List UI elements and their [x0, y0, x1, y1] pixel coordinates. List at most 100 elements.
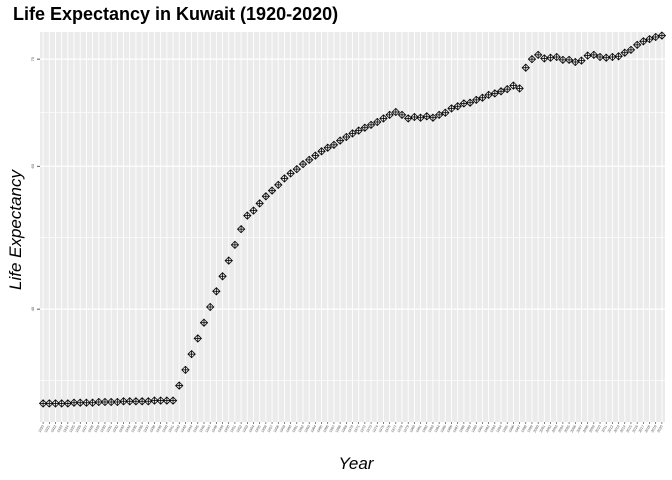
x-tick-label: 1971 [353, 424, 360, 433]
grid-lines [40, 32, 665, 422]
data-point [564, 55, 574, 65]
x-tick-label: 1959 [279, 424, 286, 433]
data-point [267, 186, 277, 195]
data-point [478, 93, 487, 102]
x-tick-label: 1989 [465, 424, 472, 433]
x-tick-label: 1999 [526, 424, 533, 433]
x-tick-label: 1991 [477, 424, 484, 433]
x-tick-label: 1931 [106, 424, 113, 433]
data-point [540, 54, 549, 63]
data-point [583, 51, 592, 60]
x-tick-label: 1985 [440, 424, 447, 433]
data-point [595, 52, 605, 62]
x-axis-title: Year [338, 454, 374, 473]
data-point [434, 110, 444, 120]
data-point [366, 120, 376, 130]
data-point [422, 112, 431, 121]
data-point [218, 272, 227, 281]
x-tick-label: 1941 [168, 424, 175, 433]
x-axis-ticks: 1920192119221923192419251926192719281929… [38, 422, 664, 433]
data-point [509, 81, 518, 90]
data-point [533, 50, 543, 60]
data-point [187, 349, 196, 359]
x-tick-label: 1976 [384, 424, 391, 433]
x-tick-label: 1927 [81, 424, 88, 433]
data-point [224, 256, 233, 265]
data-point [503, 84, 512, 94]
data-point [546, 53, 555, 62]
x-tick-label: 1929 [93, 424, 100, 433]
data-point [274, 180, 283, 190]
data-point [199, 318, 209, 327]
data-point [280, 174, 289, 183]
x-tick-label: 1997 [514, 424, 521, 433]
data-point [465, 98, 475, 107]
x-tick-label: 2016 [632, 424, 639, 433]
data-point [88, 398, 97, 407]
data-point [459, 99, 469, 108]
data-point [360, 123, 370, 132]
x-tick-label: 1954 [248, 424, 255, 433]
x-tick-label: 1986 [446, 424, 453, 433]
x-tick-label: 1994 [496, 424, 503, 433]
x-tick-label: 1996 [508, 424, 515, 433]
x-tick-label: 1981 [415, 424, 422, 433]
x-tick-label: 1961 [291, 424, 298, 433]
data-point [236, 224, 246, 234]
x-tick-label: 1978 [397, 424, 404, 433]
y-tick-label: 60 [30, 163, 35, 168]
x-tick-label: 1933 [118, 424, 125, 433]
data-point [527, 54, 537, 64]
x-tick-label: 1937 [143, 424, 150, 433]
data-point [193, 334, 202, 343]
x-tick-label: 1958 [273, 424, 280, 433]
x-tick-label: 1930 [99, 424, 106, 433]
x-tick-label: 1940 [161, 424, 168, 433]
chart-title: Life Expectancy in Kuwait (1920-2020) [13, 4, 339, 24]
data-point [472, 95, 481, 105]
data-point [626, 45, 636, 55]
x-tick-label: 1987 [452, 424, 459, 433]
data-point [323, 143, 332, 152]
x-tick-label: 1935 [130, 424, 137, 433]
data-point [373, 117, 382, 127]
x-tick-label: 1960 [285, 424, 292, 433]
x-tick-label: 1939 [155, 424, 162, 433]
x-tick-label: 1947 [205, 424, 212, 433]
data-point [255, 199, 264, 208]
x-tick-label: 2011 [601, 424, 608, 433]
data-point [249, 206, 258, 215]
x-tick-label: 2000 [533, 424, 540, 433]
data-point [261, 192, 271, 201]
x-tick-label: 1946 [198, 424, 205, 433]
x-tick-label: 2019 [650, 424, 657, 433]
data-point [620, 48, 629, 57]
data-point [614, 52, 623, 61]
x-tick-label: 1924 [62, 424, 69, 433]
data-point [181, 365, 190, 375]
x-tick-label: 1923 [56, 424, 63, 433]
x-tick-label: 1932 [112, 424, 119, 433]
data-point [335, 136, 345, 145]
x-tick-label: 1967 [328, 424, 335, 433]
data-point [230, 240, 240, 250]
data-point [175, 381, 184, 390]
x-tick-label: 1948 [211, 424, 218, 433]
x-tick-label: 2004 [557, 424, 564, 433]
x-tick-label: 1982 [421, 424, 428, 433]
data-point [243, 211, 252, 220]
x-tick-label: 1968 [335, 424, 342, 433]
data-point [608, 52, 617, 62]
data-point [602, 53, 611, 62]
x-tick-label: 1926 [75, 424, 82, 433]
x-tick-label: 1970 [347, 424, 354, 433]
data-point [490, 89, 499, 98]
x-tick-label: 1942 [174, 424, 181, 433]
data-point [589, 50, 599, 60]
y-tick-label: 40 [30, 306, 35, 311]
x-tick-label: 1936 [137, 424, 144, 433]
x-tick-label: 1993 [489, 424, 496, 433]
data-point [552, 52, 561, 62]
x-tick-label: 1953 [242, 424, 249, 433]
data-point [212, 287, 221, 296]
